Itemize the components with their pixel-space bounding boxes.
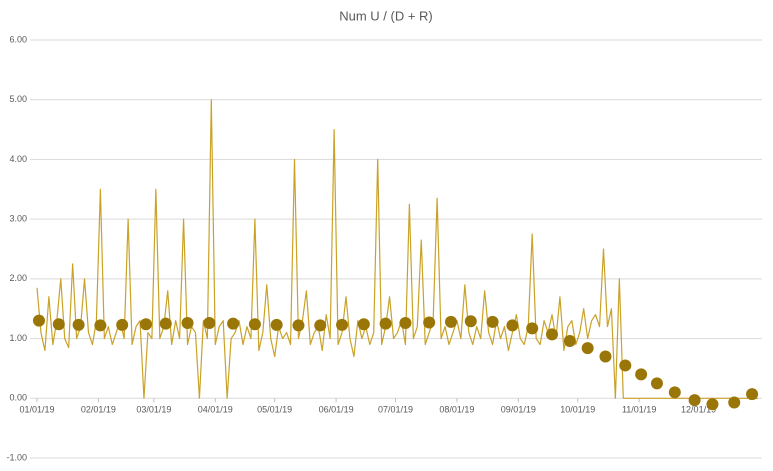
data-point (650, 377, 663, 390)
data-point (546, 328, 558, 341)
data-point (599, 350, 612, 363)
x-tick-label: 12/01/19 (681, 405, 716, 415)
y-tick-label: 3.00 (9, 214, 27, 224)
data-point (270, 318, 283, 331)
data-point (464, 315, 477, 328)
data-point (746, 388, 759, 401)
y-tick-label: 4.00 (9, 154, 27, 164)
y-tick-label: 6.00 (9, 34, 27, 44)
data-point (181, 317, 194, 330)
data-point (94, 319, 107, 332)
x-tick-label: 10/01/19 (560, 405, 595, 415)
x-tick-label: 04/01/19 (198, 405, 233, 415)
data-point (248, 318, 261, 331)
data-point (314, 319, 327, 332)
x-tick-label: 02/01/19 (81, 405, 116, 415)
x-tick-label: 11/01/19 (622, 405, 656, 415)
x-tick-label: 07/01/19 (378, 405, 413, 415)
x-tick-label: 03/01/19 (136, 405, 171, 415)
data-point (728, 396, 741, 409)
y-tick-label: 0.00 (9, 393, 27, 403)
data-point (526, 322, 539, 335)
data-point (357, 318, 370, 331)
x-tick-label: 01/01/19 (19, 405, 54, 415)
data-point (227, 317, 240, 330)
x-tick-label: 09/01/19 (501, 405, 536, 415)
data-point (139, 318, 152, 331)
data-point (668, 386, 681, 399)
data-point (159, 317, 172, 330)
data-point (506, 319, 519, 332)
chart-title: Num U / (D + R) (339, 8, 433, 23)
data-point (619, 359, 632, 372)
y-tick-label: -1.00 (6, 452, 27, 462)
y-tick-label: 2.00 (9, 273, 27, 283)
data-point (486, 315, 499, 328)
data-point (581, 342, 594, 355)
x-tick-label: 05/01/19 (257, 405, 292, 415)
data-point (688, 394, 701, 407)
data-point (423, 316, 436, 329)
data-point (635, 368, 648, 381)
y-tick-label: 1.00 (9, 333, 27, 343)
data-line (36, 99, 758, 399)
data-point (563, 334, 576, 347)
data-point (116, 318, 129, 331)
data-point (292, 319, 305, 332)
data-point (72, 318, 85, 331)
data-point (336, 318, 349, 331)
y-tick-label: 5.00 (9, 94, 27, 104)
x-tick-label: 06/01/19 (319, 405, 354, 415)
data-point (203, 317, 216, 330)
data-point (379, 317, 392, 330)
data-point (706, 398, 719, 411)
data-point (444, 315, 457, 328)
data-point (32, 314, 45, 327)
data-point (52, 318, 65, 331)
x-tick-label: 08/01/19 (439, 405, 474, 415)
data-point (399, 317, 412, 330)
